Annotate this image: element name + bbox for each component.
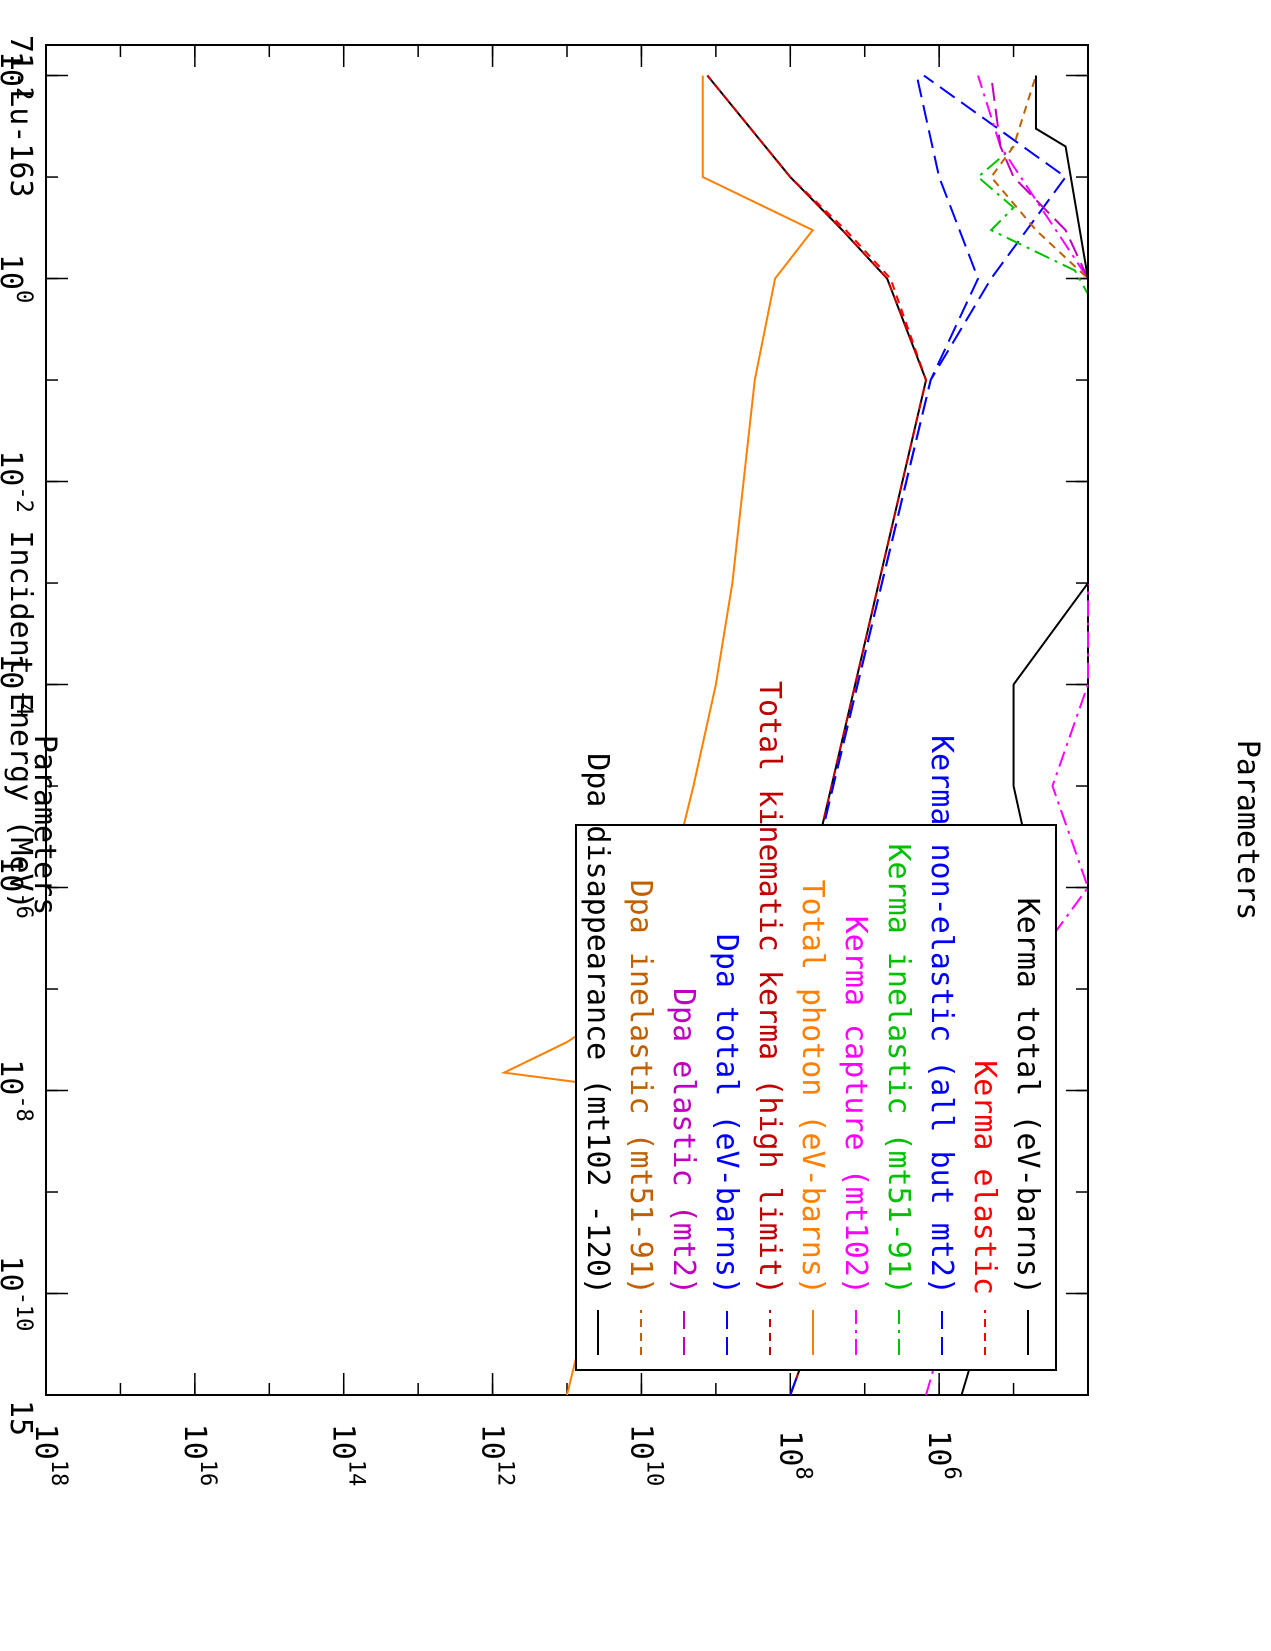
y-tick-label: 106 <box>921 1430 964 1479</box>
legend-label: Kerma elastic <box>967 1060 1002 1295</box>
y-tick-label: 108 <box>772 1430 815 1479</box>
series-line-3 <box>976 145 1089 332</box>
x-tick-label: 100 <box>0 254 36 303</box>
legend-label: Kerma capture (mt102) <box>838 916 873 1295</box>
series-line-6 <box>706 74 928 1396</box>
page-number: 15 <box>3 1400 38 1436</box>
y-tick-label: 1016 <box>177 1424 220 1487</box>
y-axis-title: Parameters <box>27 735 62 916</box>
x-tick-label: 10-2 <box>0 450 36 513</box>
legend-label: Total photon (eV-barns) <box>795 880 830 1295</box>
y-tick-label: 1012 <box>475 1424 518 1487</box>
legend-label: Dpa inelastic (mt51-91) <box>623 880 658 1295</box>
legend-label: Dpa elastic (mt2) <box>666 988 701 1295</box>
x-tick-label: 10-8 <box>0 1059 36 1122</box>
legend-label: Dpa total (eV-barns) <box>709 934 744 1295</box>
legend-label: Total kinematic kerma (high limit) <box>752 681 787 1295</box>
corner-label: 71-Lu-163 <box>3 35 38 198</box>
x-tick-label: 10-10 <box>0 1256 36 1332</box>
legend-label: Kerma total (eV-barns) <box>1010 898 1045 1295</box>
y-tick-label: 1014 <box>326 1424 369 1487</box>
legend-box <box>575 824 1057 1371</box>
series-line-5 <box>500 75 815 1396</box>
y-tick-label: 1010 <box>623 1424 666 1487</box>
x-axis-title: Incident Energy (MeV) <box>3 530 38 909</box>
series-line-1 <box>706 74 928 1396</box>
legend-label: Kerma non-elastic (all but mt2) <box>924 735 959 1295</box>
legend: Kerma total (eV-barns)Kerma elasticKerma… <box>575 681 1057 1371</box>
legend-label: Kerma inelastic (mt51-91) <box>881 843 916 1295</box>
legend-label: Dpa disappearance (mt102 -120) <box>580 753 615 1295</box>
series-line-8 <box>990 75 1089 332</box>
plot-title: Parameters <box>1230 740 1265 921</box>
